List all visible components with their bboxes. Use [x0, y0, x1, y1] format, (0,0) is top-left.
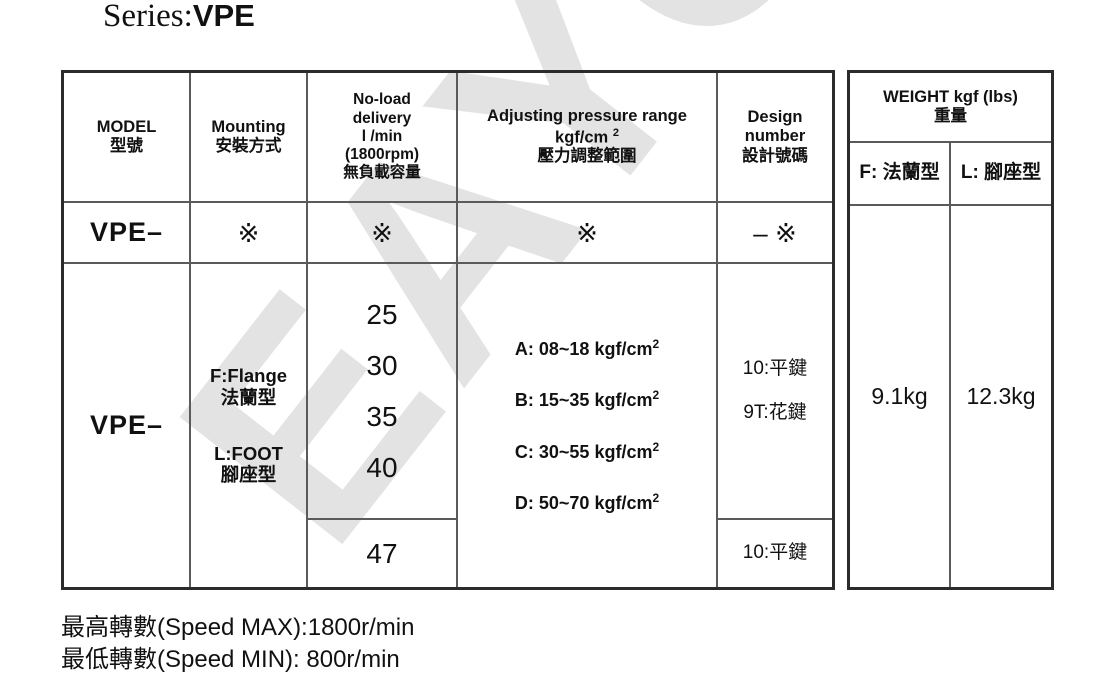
column-divider-2 — [306, 73, 308, 587]
weight-column-header-flange: F: 法蘭型 — [859, 162, 940, 184]
pressure-option-code: D: — [514, 492, 534, 513]
pressure-option-range: 15~35 — [538, 390, 590, 411]
header-model: MODEL 型號 — [64, 73, 189, 201]
pressure-option-sup: 2 — [652, 337, 660, 352]
code-row-design-mark: – ※ — [753, 217, 797, 248]
header-pressure-zh: 壓力調整範圍 — [537, 147, 637, 166]
body-row-design-extra: 10:平鍵 — [742, 542, 808, 564]
weight-value-flange: 9.1kg — [871, 382, 928, 409]
pressure-option-unit: kgf/cm — [594, 441, 653, 462]
code-row-mounting-mark: ※ — [237, 217, 260, 248]
design-option: 10:平鍵 — [742, 357, 808, 379]
mounting-foot-zh: 腳座型 — [220, 464, 277, 486]
pressure-option: B: 15~35 kgf/cm2 — [515, 374, 659, 425]
header-model-zh: 型號 — [110, 137, 143, 155]
header-model-en: MODEL — [96, 117, 157, 136]
header-no-load-delivery: No-load delivery l /min (1800rpm) 無負載容量 — [308, 73, 456, 201]
header-delivery-line3: l /min — [361, 127, 403, 145]
weight-table: WEIGHT kgf (lbs) 重量 F: 法蘭型 L: 腳座型 9.1kg … — [847, 70, 1054, 590]
body-row-model: VPE– — [89, 409, 164, 440]
design-extra-divider — [716, 518, 832, 520]
pressure-option-sup: 2 — [652, 388, 660, 403]
weight-column-divider — [949, 141, 951, 587]
specification-table: MODEL 型號 Mounting 安裝方式 No-load delivery … — [61, 70, 835, 590]
delivery-value: 25 — [366, 298, 398, 330]
weight-column-header-foot: L: 腳座型 — [960, 162, 1042, 184]
column-divider-4 — [716, 73, 718, 587]
pressure-option: D: 50~70 kgf/cm2 — [515, 477, 659, 528]
header-design-line1: Design — [747, 107, 803, 126]
weight-value-foot: 12.3kg — [966, 382, 1036, 409]
delivery-value: 30 — [366, 349, 398, 381]
body-row-delivery-values: 25 30 35 40 — [308, 264, 456, 518]
header-pressure-sup: 2 — [612, 126, 619, 139]
pressure-option-range: 30~55 — [538, 441, 590, 462]
pressure-option-code: C: — [514, 441, 534, 462]
pressure-option-sup: 2 — [652, 439, 660, 454]
mounting-foot-en: L:FOOT — [214, 442, 283, 464]
pressure-option-range: 08~18 — [538, 339, 590, 360]
title-series: VPE — [192, 0, 255, 33]
header-pressure-line1: Adjusting pressure range — [487, 107, 687, 126]
code-row-pressure-mark: ※ — [576, 217, 598, 248]
header-design-zh: 設計號碼 — [742, 146, 808, 165]
header-delivery-line4: (1800rpm) — [344, 146, 420, 164]
pressure-option-unit: kgf/cm — [594, 390, 653, 411]
header-delivery-zh: 無負載容量 — [343, 164, 421, 182]
header-adjusting-pressure-range: Adjusting pressure range kgf/cm 2 壓力調整範圍 — [458, 73, 716, 201]
pressure-option-code: A: — [514, 339, 534, 360]
speed-min-note: 最低轉數(Speed MIN): 800r/min — [61, 645, 400, 673]
speed-notes: 最高轉數(Speed MAX):1800r/min 最低轉數(Speed MIN… — [61, 612, 414, 675]
page-title: Series:VPE — [103, 0, 255, 35]
pressure-option-unit: kgf/cm — [594, 339, 653, 360]
code-row-bottom-divider — [64, 262, 832, 264]
header-bottom-divider — [64, 201, 832, 203]
header-mounting-en: Mounting — [211, 117, 286, 136]
delivery-extra-divider — [306, 518, 456, 520]
code-row-model: VPE– — [89, 216, 164, 247]
column-divider-1 — [189, 73, 191, 587]
pressure-option-code: B: — [514, 390, 534, 411]
pressure-option-range: 50~70 — [538, 492, 590, 513]
delivery-value: 35 — [366, 401, 398, 432]
header-design-number: Design number 設計號碼 — [718, 73, 832, 201]
body-row-delivery-extra: 47 — [366, 537, 398, 569]
design-option: 9T:花鍵 — [743, 402, 807, 423]
delivery-value: 40 — [366, 452, 398, 484]
body-row-mounting: F:Flange 法蘭型 L:FOOT 腳座型 — [191, 264, 306, 587]
mounting-flange-en: F:Flange — [209, 364, 288, 386]
column-divider-3 — [456, 73, 458, 587]
pressure-option: A: 08~18 kgf/cm2 — [515, 323, 659, 374]
body-row-design-options: 10:平鍵 9T:花鍵 — [718, 264, 832, 518]
mounting-flange-zh: 法蘭型 — [220, 386, 277, 408]
body-row-pressure-options: A: 08~18 kgf/cm2 B: 15~35 kgf/cm2 C: 30~… — [458, 264, 716, 587]
code-row-delivery-mark: ※ — [371, 217, 393, 248]
pressure-option: C: 30~55 kgf/cm2 — [515, 426, 659, 477]
weight-title-en: WEIGHT kgf (lbs) — [883, 87, 1018, 106]
header-design-line2: number — [744, 127, 806, 146]
header-mounting: Mounting 安裝方式 — [191, 73, 306, 201]
header-delivery-line2: delivery — [352, 109, 412, 127]
pressure-option-unit: kgf/cm — [594, 492, 653, 513]
title-prefix: Series: — [103, 0, 193, 34]
header-pressure-unit: kgf/cm — [555, 128, 609, 147]
header-mounting-zh: 安裝方式 — [215, 137, 282, 155]
header-delivery-line1: No-load — [353, 91, 411, 109]
weight-title: WEIGHT kgf (lbs) 重量 — [850, 73, 1051, 141]
speed-max-note: 最高轉數(Speed MAX):1800r/min — [61, 614, 415, 641]
weight-title-zh: 重量 — [934, 107, 967, 125]
pressure-option-sup: 2 — [652, 490, 660, 505]
